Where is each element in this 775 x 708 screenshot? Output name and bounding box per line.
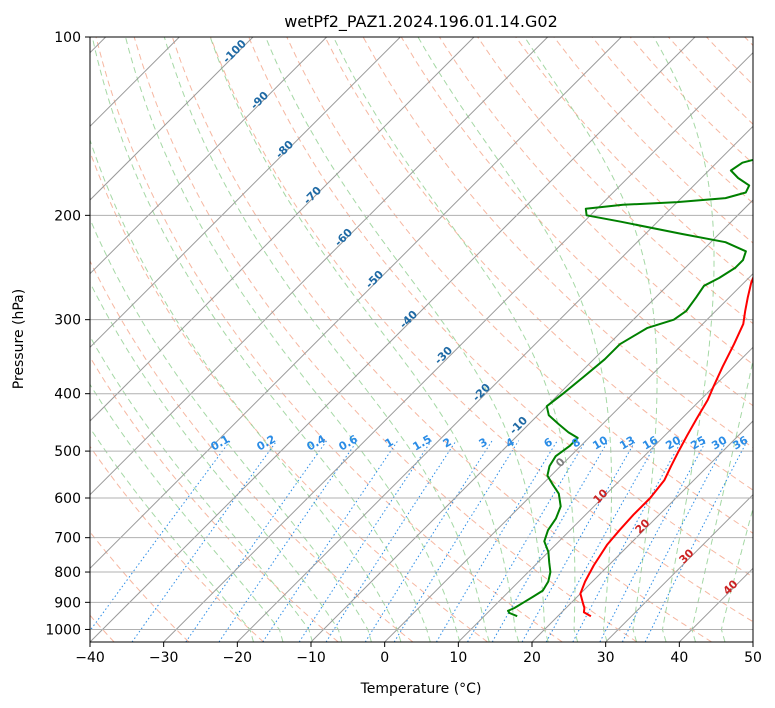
mixing-ratio-line (131, 440, 278, 642)
x-tick-label: 0 (380, 650, 389, 666)
mixing-ratio-line (90, 440, 231, 632)
moist-adiabat-line (720, 506, 753, 642)
mixing-ratio-line (325, 440, 457, 642)
isotherm-line (531, 420, 753, 642)
plot-frame (89, 36, 754, 643)
y-tick-label: 300 (54, 313, 81, 329)
x-tick-label: 30 (597, 650, 615, 666)
moist-adiabat-line (163, 37, 490, 642)
isotherm-line (90, 37, 696, 642)
isotherm-line (90, 37, 401, 349)
x-tick-label: 50 (744, 650, 762, 666)
dry-adiabat-line (286, 37, 753, 534)
isotherm-line (90, 37, 549, 496)
y-tick-label: 700 (54, 531, 81, 547)
isotherm-line (236, 125, 753, 642)
dry-adiabat-line (515, 37, 753, 284)
mixing-ratio-line (644, 440, 748, 642)
isotherm-line (310, 199, 753, 642)
temperature-profile-line (579, 275, 753, 618)
isotherm-line (90, 37, 622, 570)
mixing-ratio-line (467, 440, 587, 642)
dry-adiabat-line (90, 445, 264, 642)
dry-adiabat-line (324, 37, 753, 491)
dewpoint-profile-line (507, 158, 753, 618)
mixing-ratio-line (364, 440, 493, 642)
y-tick-label: 500 (54, 444, 81, 460)
x-axis-title: Temperature (°C) (360, 681, 482, 697)
isotherm-line (90, 37, 254, 201)
isotherm-line (90, 37, 475, 422)
x-tick-label: −30 (149, 650, 179, 666)
moist-adiabat-line (265, 37, 549, 642)
y-tick-label: 800 (54, 565, 81, 581)
moist-adiabat-line (90, 427, 254, 642)
x-tick-label: −40 (75, 650, 105, 666)
x-tick-label: 10 (449, 650, 467, 666)
x-tick-label: −20 (223, 650, 253, 666)
moist-adiabat-line (90, 281, 343, 642)
dry-adiabat-line (171, 37, 712, 642)
x-tick-label: 40 (670, 650, 688, 666)
y-tick-label: 600 (54, 491, 81, 507)
isotherm-line (605, 493, 753, 642)
y-tick-label: 1000 (45, 622, 81, 638)
isotherm-line (384, 272, 753, 642)
dry-adiabat-line (210, 37, 753, 623)
mixing-ratio-line (435, 440, 558, 642)
mixing-ratio-line (545, 440, 659, 642)
dry-adiabat-line (90, 259, 414, 642)
moist-adiabat-line (524, 37, 658, 642)
y-tick-label: 200 (54, 208, 81, 224)
dry-adiabat-line (90, 356, 339, 642)
mixing-ratio-line (521, 440, 637, 642)
mixing-ratio-line (185, 440, 328, 642)
dry-adiabat-line (248, 37, 753, 578)
isotherm-line (457, 346, 753, 642)
moist-adiabat-line (653, 37, 715, 642)
moist-adiabat-line (417, 37, 612, 642)
y-axis-title: Pressure (hPa) (11, 289, 27, 389)
isotherm-line (90, 37, 328, 275)
mixing-ratio-line (262, 440, 399, 642)
chart-title: wetPf2_PAZ1.2024.196.01.14.G02 (284, 12, 558, 32)
moist-adiabat-line (90, 383, 284, 642)
x-tick-label: −10 (296, 650, 326, 666)
moist-adiabat-line (125, 37, 461, 642)
y-tick-label: 400 (54, 387, 81, 403)
x-tick-label: 20 (523, 650, 541, 666)
dry-adiabat-line (95, 37, 563, 642)
moist-adiabat-line (90, 335, 313, 642)
mixing-ratio-line (491, 440, 609, 642)
mixing-ratio-line (298, 440, 432, 642)
isotherm-line (163, 51, 753, 642)
y-tick-label: 100 (54, 30, 81, 46)
moist-adiabat-line (91, 37, 431, 642)
moist-adiabat-line (691, 358, 753, 642)
y-tick-label: 900 (54, 595, 81, 611)
mixing-ratio-line (572, 440, 683, 642)
